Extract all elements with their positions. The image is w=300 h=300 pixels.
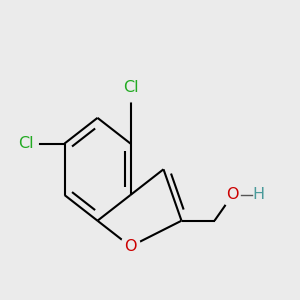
Ellipse shape — [13, 130, 38, 158]
Text: Cl: Cl — [18, 136, 33, 151]
Text: H: H — [252, 188, 264, 202]
Ellipse shape — [121, 235, 140, 258]
Ellipse shape — [222, 183, 243, 207]
Text: O: O — [226, 188, 239, 202]
Ellipse shape — [223, 183, 242, 207]
Text: Cl: Cl — [123, 80, 138, 95]
Text: O: O — [124, 239, 137, 254]
Ellipse shape — [118, 74, 143, 102]
